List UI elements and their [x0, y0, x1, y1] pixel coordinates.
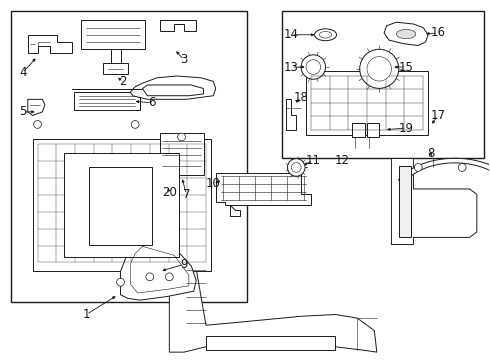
Circle shape: [34, 121, 42, 128]
Bar: [282, 12, 484, 158]
Ellipse shape: [396, 30, 416, 39]
Text: 4: 4: [19, 66, 26, 79]
Circle shape: [301, 55, 325, 79]
Polygon shape: [81, 21, 145, 49]
Text: 11: 11: [306, 154, 321, 167]
Polygon shape: [121, 241, 196, 300]
Text: 16: 16: [430, 27, 445, 40]
Text: 10: 10: [206, 177, 220, 190]
Polygon shape: [33, 139, 211, 271]
Text: 18: 18: [294, 91, 309, 104]
Text: 9: 9: [180, 258, 188, 271]
Circle shape: [415, 163, 422, 171]
Polygon shape: [170, 212, 377, 352]
Ellipse shape: [319, 31, 332, 38]
Polygon shape: [103, 63, 128, 74]
Text: 5: 5: [19, 105, 26, 118]
Polygon shape: [28, 35, 72, 53]
Text: 14: 14: [284, 28, 299, 41]
Polygon shape: [28, 99, 45, 116]
Circle shape: [292, 163, 301, 172]
Circle shape: [306, 60, 320, 75]
Text: 20: 20: [162, 186, 177, 199]
Text: 8: 8: [427, 147, 434, 159]
Polygon shape: [130, 76, 216, 99]
Text: 1: 1: [83, 308, 90, 321]
Text: 7: 7: [183, 188, 190, 201]
Polygon shape: [230, 205, 240, 216]
Circle shape: [458, 163, 466, 171]
Text: 17: 17: [430, 109, 445, 122]
Polygon shape: [64, 153, 179, 257]
Polygon shape: [352, 123, 365, 137]
Polygon shape: [384, 22, 428, 45]
Circle shape: [117, 278, 124, 286]
Polygon shape: [216, 173, 311, 205]
Ellipse shape: [315, 29, 337, 41]
Circle shape: [146, 273, 154, 281]
Polygon shape: [160, 182, 170, 194]
Bar: [11, 12, 247, 302]
Text: 6: 6: [148, 96, 156, 109]
Polygon shape: [287, 99, 296, 130]
Polygon shape: [160, 21, 196, 31]
Polygon shape: [160, 134, 203, 175]
Circle shape: [367, 57, 392, 81]
Circle shape: [166, 273, 173, 281]
Circle shape: [131, 121, 139, 128]
Polygon shape: [399, 166, 411, 237]
Circle shape: [178, 133, 185, 141]
Polygon shape: [89, 167, 152, 244]
Text: 3: 3: [180, 53, 188, 66]
Polygon shape: [306, 71, 428, 135]
Circle shape: [288, 159, 305, 176]
Circle shape: [360, 49, 399, 88]
Text: 12: 12: [335, 154, 350, 167]
Text: 15: 15: [399, 60, 414, 73]
Text: 19: 19: [398, 122, 414, 135]
Polygon shape: [206, 336, 335, 350]
Text: 13: 13: [284, 60, 299, 73]
Polygon shape: [367, 123, 379, 137]
Polygon shape: [74, 92, 140, 110]
Text: 2: 2: [119, 75, 127, 88]
Polygon shape: [398, 158, 490, 182]
Polygon shape: [392, 158, 477, 244]
Polygon shape: [143, 85, 203, 96]
